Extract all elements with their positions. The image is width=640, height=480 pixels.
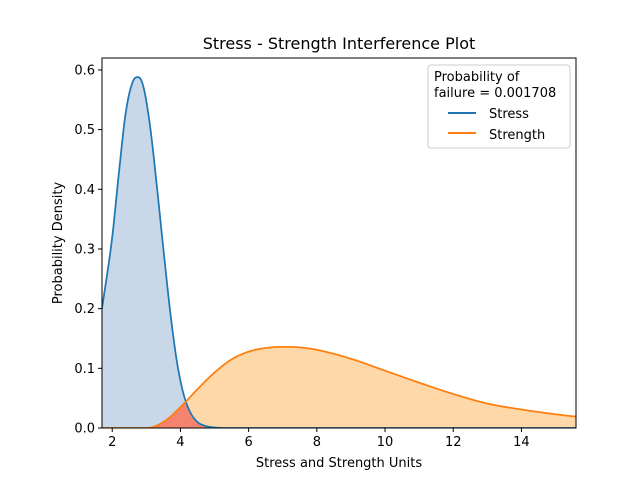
x-tick-label: 4	[176, 435, 184, 450]
x-tick-label: 2	[108, 435, 116, 450]
series-line-strength	[102, 345, 576, 428]
y-tick-label: 0.3	[74, 242, 95, 257]
x-tick-label: 12	[445, 435, 462, 450]
y-tick-label: 0.5	[74, 123, 95, 138]
x-tick-label: 10	[377, 435, 394, 450]
area-fill-strength	[102, 346, 576, 428]
area-fill-stress	[102, 77, 576, 428]
y-axis-label: Probability Density	[51, 182, 66, 305]
legend-title-line1: Probability of	[434, 70, 520, 85]
y-tick-label: 0.1	[74, 362, 95, 377]
legend-title-line2: failure = 0.001708	[434, 86, 556, 101]
plot-area	[102, 76, 576, 428]
chart-title: Stress - Strength Interference Plot	[203, 34, 476, 53]
y-tick-label: 0.6	[74, 63, 95, 78]
legend-label-stress: Stress	[489, 107, 529, 122]
y-tick-label: 0.0	[74, 422, 95, 437]
x-tick-label: 14	[513, 435, 530, 450]
axes: 2 4 6 8 10 12 14 0.0 0.1 0.2 0.3 0.4 0.5 0.6	[74, 57, 577, 450]
legend-box	[427, 64, 571, 149]
x-tick-label: 8	[313, 435, 321, 450]
axes-frame	[101, 57, 577, 429]
legend: Probability of failure = 0.001708 Stress…	[427, 64, 571, 149]
x-tick-label: 6	[244, 435, 252, 450]
legend-label-strength: Strength	[489, 128, 545, 143]
y-tick-label: 0.4	[74, 183, 95, 198]
y-tick-label: 0.2	[74, 302, 95, 317]
series-line-stress	[102, 76, 576, 428]
x-axis-label: Stress and Strength Units	[256, 456, 423, 471]
